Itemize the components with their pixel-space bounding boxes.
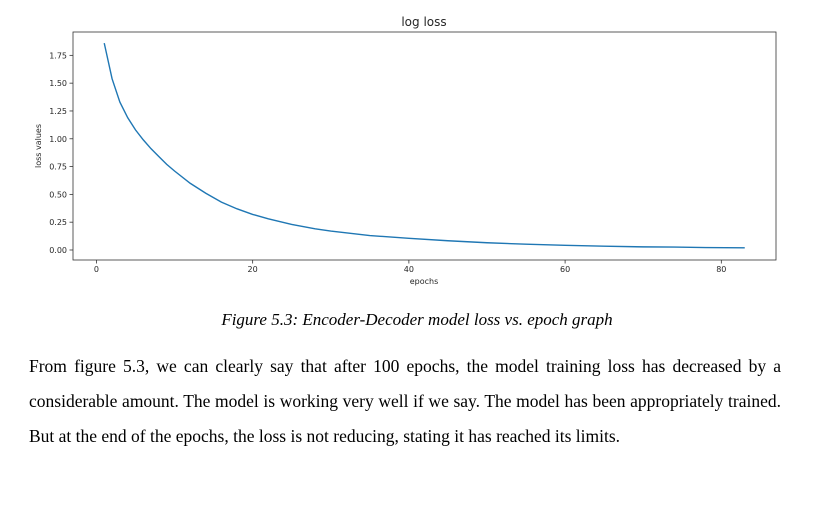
y-tick-label: 0.75 <box>49 163 67 172</box>
x-axis-label: epochs <box>410 277 439 286</box>
chart-title: log loss <box>401 15 446 29</box>
y-tick-label: 0.25 <box>49 218 67 227</box>
x-tick-label: 20 <box>248 265 258 274</box>
figure-caption: Figure 5.3: Encoder-Decoder model loss v… <box>221 310 613 329</box>
x-tick-label: 40 <box>404 265 414 274</box>
y-tick-label: 1.75 <box>49 51 67 60</box>
x-axis: 0 20 40 60 80 <box>94 260 726 274</box>
loss-chart: log loss 0 20 40 60 80 0.00 0.25 0.50 0.75 1.00 1… <box>34 15 777 286</box>
plot-frame <box>72 31 777 261</box>
x-tick-label: 0 <box>94 265 99 274</box>
loss-series-line <box>103 42 745 249</box>
y-axis: 0.00 0.25 0.50 0.75 1.00 1.25 1.50 1.75 <box>49 51 73 255</box>
y-axis-label: loss values <box>34 124 43 168</box>
x-tick-label: 60 <box>560 265 570 274</box>
y-tick-label: 0.50 <box>49 190 67 199</box>
y-tick-label: 1.25 <box>49 107 67 116</box>
x-tick-label: 80 <box>716 265 726 274</box>
y-tick-label: 0.00 <box>49 246 67 255</box>
y-tick-label: 1.50 <box>49 79 67 88</box>
body-paragraph: From figure 5.3, we can clearly say that… <box>29 356 781 446</box>
y-tick-label: 1.00 <box>49 135 67 144</box>
